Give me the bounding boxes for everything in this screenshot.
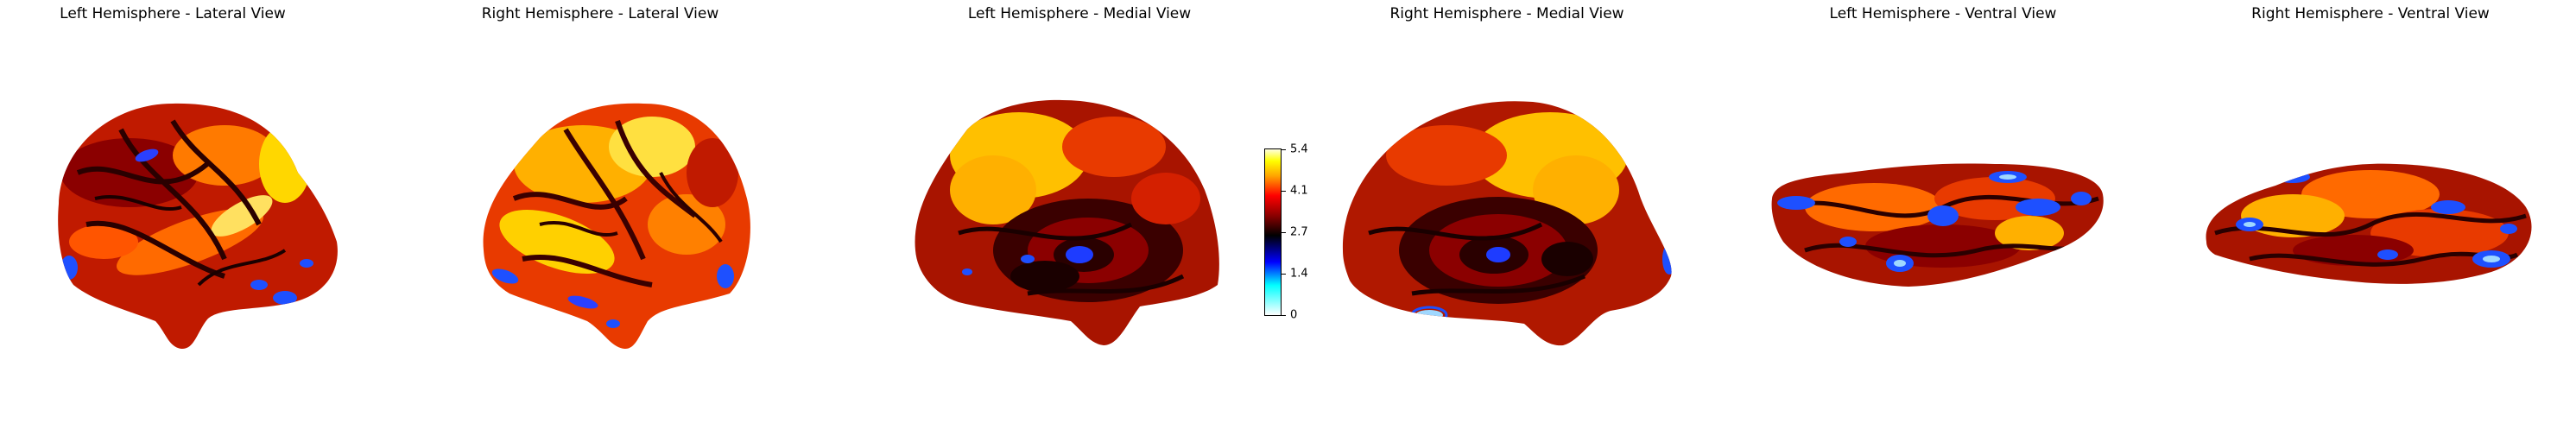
brain-surface-left-ventral (1771, 163, 2104, 287)
panel-title: Left Hemisphere - Ventral View (1829, 5, 2057, 22)
colorbar-tick (1282, 315, 1286, 316)
colorbar-tick-label: 4.1 (1290, 184, 1308, 198)
brain-surface-left-lateral (58, 103, 338, 350)
brain-surface-right-lateral (483, 103, 750, 350)
colorbar-tick (1282, 232, 1286, 233)
colorbar-tick (1282, 191, 1286, 192)
panel-right-ventral: Right Hemisphere - Ventral View (2198, 0, 2543, 442)
panel-title: Right Hemisphere - Ventral View (2251, 5, 2490, 22)
panel-right-medial: Right Hemisphere - Medial View (1334, 0, 1680, 442)
colorbar-tick (1282, 274, 1286, 275)
brain-surface-left-medial (915, 99, 1219, 345)
colorbar-tick-label: 0 (1290, 308, 1298, 322)
brain-surface-right-medial (1342, 101, 1672, 346)
panel-right-lateral: Right Hemisphere - Lateral View (427, 0, 773, 442)
panel-left-medial: Left Hemisphere - Medial View (907, 0, 1252, 442)
colorbar-tick-label: 2.7 (1290, 225, 1308, 239)
panel-left-lateral: Left Hemisphere - Lateral View (0, 0, 345, 442)
colorbar-tick-label: 1.4 (1290, 267, 1308, 281)
panel-title: Left Hemisphere - Lateral View (60, 5, 286, 22)
colorbar-tick-label: 5.4 (1290, 142, 1308, 156)
colorbar-tick (1282, 149, 1286, 150)
panel-left-ventral: Left Hemisphere - Ventral View (1770, 0, 2116, 442)
panel-title: Left Hemisphere - Medial View (967, 5, 1192, 22)
panel-title: Right Hemisphere - Lateral View (481, 5, 719, 22)
panel-title: Right Hemisphere - Medial View (1389, 5, 1624, 22)
colorbar (1264, 148, 1282, 316)
brain-surface-right-ventral (2206, 163, 2532, 284)
